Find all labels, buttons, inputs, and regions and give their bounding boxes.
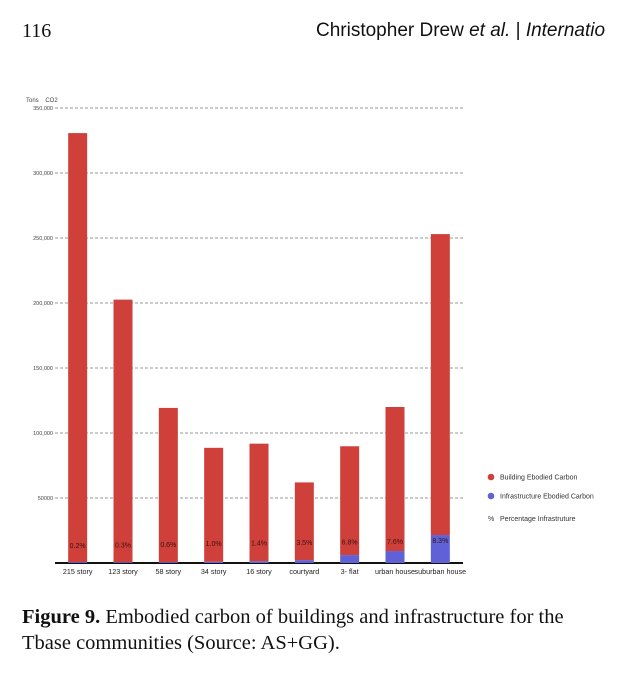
bar-infrastructure bbox=[204, 561, 224, 563]
data-label: 3.5% bbox=[296, 540, 312, 547]
authors: Christopher Drew bbox=[316, 20, 470, 41]
bar-building bbox=[385, 407, 405, 552]
legend-percentage-symbol: % bbox=[488, 516, 494, 523]
bar-building bbox=[68, 133, 88, 563]
et-al: et al. bbox=[469, 20, 511, 41]
data-label: 8.3% bbox=[432, 538, 448, 545]
x-tick-label: 58 story bbox=[156, 567, 182, 576]
y-axis-label: Tons CO2 bbox=[26, 98, 58, 104]
running-head: Christopher Drew et al. | Internatio bbox=[316, 20, 636, 42]
y-tick-label: 50000 bbox=[38, 496, 53, 502]
bar-infrastructure bbox=[113, 562, 133, 563]
y-tick-label: 300,000 bbox=[33, 171, 53, 177]
data-label: 0.6% bbox=[160, 542, 176, 549]
legend-building-label: Building Ebodied Carbon bbox=[500, 475, 578, 482]
data-labels: 0.2% 0.3% 0.6% 1.0% 1.4% 3.5% 6.8% 7.6% 8.3% bbox=[70, 538, 449, 550]
x-tick-label: 123 story bbox=[108, 567, 138, 576]
legend-percentage-label: Percentage Infrastruture bbox=[500, 516, 576, 523]
y-tick-label: 150,000 bbox=[33, 366, 53, 372]
bar-building bbox=[430, 234, 450, 536]
bar-infrastructure bbox=[294, 560, 314, 563]
legend-infrastructure-swatch bbox=[487, 492, 495, 500]
journal-title: Internatio bbox=[525, 20, 606, 41]
separator: | bbox=[510, 20, 526, 41]
y-tick-label: 250,000 bbox=[33, 236, 53, 242]
bar-building bbox=[158, 407, 178, 563]
data-label: 0.2% bbox=[70, 543, 86, 550]
data-label: 0.3% bbox=[115, 542, 131, 549]
bar-building bbox=[340, 446, 360, 556]
embodied-carbon-chart: Tons CO2 50000 100,000 150,000 200,000 250,0… bbox=[26, 98, 594, 576]
legend-infrastructure-label: Infrastructure Ebodied Carbon bbox=[500, 494, 594, 501]
y-tick-label: 200,000 bbox=[33, 301, 53, 307]
bar-infrastructure bbox=[385, 551, 405, 563]
data-label: 1.4% bbox=[251, 541, 267, 548]
bar-building bbox=[294, 482, 314, 561]
x-tick-label: 34 story bbox=[201, 567, 227, 576]
bar-infrastructure bbox=[158, 562, 178, 563]
bar-infrastructure bbox=[340, 555, 360, 563]
y-tick-label: 350,000 bbox=[33, 106, 53, 112]
y-tick-label: 100,000 bbox=[33, 431, 53, 437]
figure-caption: Figure 9. Embodied carbon of buildings a… bbox=[22, 604, 614, 656]
bar-infrastructure bbox=[68, 562, 88, 563]
bar-building bbox=[204, 447, 224, 562]
x-tick-label: 16 story bbox=[246, 567, 272, 576]
bar-building bbox=[249, 443, 269, 562]
bar-infrastructure bbox=[249, 561, 269, 563]
bar-infrastructure bbox=[430, 535, 450, 563]
data-label: 1.0% bbox=[206, 541, 222, 548]
bar-building bbox=[113, 299, 133, 563]
legend: Building Ebodied Carbon Infrastructure E… bbox=[487, 473, 594, 523]
x-tick-label: 215 story bbox=[63, 567, 93, 576]
x-tick-label: urban house bbox=[375, 567, 415, 576]
caption-text: Embodied carbon of buildings and infrast… bbox=[22, 606, 564, 654]
x-tick-labels: 215 story 123 story 58 story 34 story 16 sto… bbox=[63, 567, 466, 576]
x-tick-label: suburban house bbox=[415, 567, 467, 576]
x-tick-label: courtyard bbox=[289, 567, 319, 576]
x-tick-label: 3- flat bbox=[341, 567, 359, 576]
bars bbox=[68, 133, 450, 563]
figure-label: Figure 9. bbox=[22, 606, 101, 628]
page-number: 116 bbox=[22, 20, 52, 42]
legend-building-swatch bbox=[487, 473, 495, 481]
data-label: 6.8% bbox=[342, 539, 358, 546]
data-label: 7.6% bbox=[387, 539, 403, 546]
